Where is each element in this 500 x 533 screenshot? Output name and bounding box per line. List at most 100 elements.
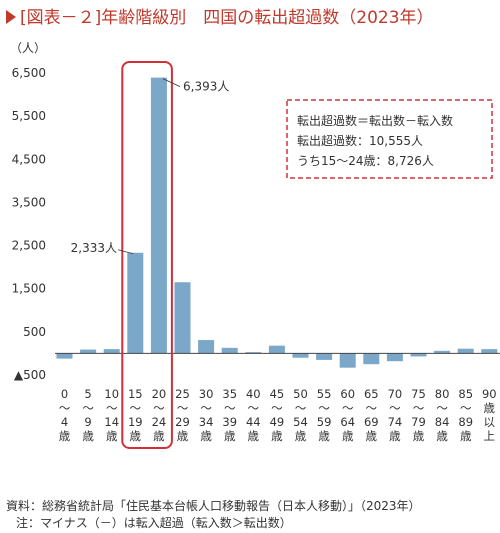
bar <box>174 282 191 354</box>
data-label: 6,393人 <box>183 80 229 94</box>
x-tick-label: 65 <box>364 387 379 401</box>
x-tick-label: 89 <box>458 415 473 429</box>
x-tick-label: 35 <box>222 387 237 401</box>
x-tick-label: 歳 <box>200 429 212 443</box>
x-tick-label: 歳 <box>130 429 142 443</box>
bar <box>150 77 167 354</box>
x-tick-label: 79 <box>411 415 426 429</box>
bar <box>245 352 262 354</box>
x-tick-label: 9 <box>84 415 91 429</box>
x-tick-label: 〜 <box>460 401 472 415</box>
bar <box>386 353 403 362</box>
x-tick-label: 歳 <box>106 429 118 443</box>
x-tick-label: 80 <box>435 387 450 401</box>
x-tick-label: 歳 <box>82 429 94 443</box>
y-axis-label: （人） <box>10 41 46 55</box>
x-tick-label: 55 <box>317 387 332 401</box>
highlight-box <box>121 61 173 449</box>
bar <box>457 348 474 354</box>
chart-title: [図表－２]年齢階級別 四国の転出超過数（2023年） <box>6 3 434 28</box>
data-label-leader <box>117 249 134 255</box>
bar <box>56 353 73 359</box>
y-tick-label: 3,500 <box>12 195 46 209</box>
x-tick-label: 〜 <box>177 401 189 415</box>
y-tick-label: 5,500 <box>12 109 46 123</box>
bar <box>434 350 451 354</box>
x-tick-label: 0 <box>61 387 68 401</box>
x-tick-label: 歳 <box>389 429 401 443</box>
x-tick-label: 歳 <box>271 429 283 443</box>
x-tick-label: 歳 <box>177 429 189 443</box>
x-tick-label: 85 <box>458 387 473 401</box>
bar <box>292 353 309 358</box>
y-tick-label: 2,500 <box>12 239 46 253</box>
x-tick-label: 〜 <box>248 401 260 415</box>
bar <box>316 353 333 360</box>
x-tick-label: 50 <box>293 387 308 401</box>
x-tick-label: 〜 <box>436 401 448 415</box>
x-tick-label: 90 <box>482 387 497 401</box>
annotation-text: 転出超過数＝転出数－転入数 <box>297 113 453 128</box>
x-tick-label: 75 <box>411 387 426 401</box>
y-tick-label: 1,500 <box>12 282 46 296</box>
x-tick-label: 74 <box>388 415 403 429</box>
x-tick-label: 69 <box>364 415 379 429</box>
x-tick-label: 25 <box>175 387 190 401</box>
bar <box>268 345 285 354</box>
x-tick-label: 44 <box>246 415 261 429</box>
x-tick-label: 〜 <box>200 401 212 415</box>
bar <box>481 349 498 354</box>
x-tick-label: 歳 <box>366 429 378 443</box>
y-tick-label: 6,500 <box>12 66 46 80</box>
x-tick-label: 60 <box>340 387 355 401</box>
x-tick-label: 34 <box>199 415 214 429</box>
bar <box>80 349 97 354</box>
bar <box>363 353 380 365</box>
x-tick-label: 歳 <box>413 429 425 443</box>
x-tick-label: 49 <box>270 415 285 429</box>
annotation-box <box>286 99 493 179</box>
x-tick-label: 40 <box>246 387 261 401</box>
x-tick-label: 24 <box>152 415 167 429</box>
x-tick-label: 歳 <box>460 429 472 443</box>
x-tick-label: 上 <box>484 429 496 443</box>
x-tick-label: 64 <box>340 415 355 429</box>
x-tick-label: 15 <box>128 387 143 401</box>
bar <box>103 349 120 354</box>
x-tick-label: 5 <box>84 387 91 401</box>
annotation-text: 転出超過数：10,555人 <box>297 133 423 148</box>
x-tick-label: 以 <box>484 415 496 429</box>
x-tick-label: 〜 <box>130 401 142 415</box>
x-tick-label: 29 <box>175 415 190 429</box>
x-tick-label: 歳 <box>59 429 71 443</box>
x-tick-label: 〜 <box>82 401 94 415</box>
x-tick-label: 〜 <box>318 401 330 415</box>
x-tick-label: 〜 <box>366 401 378 415</box>
bar <box>221 347 238 354</box>
x-tick-label: 30 <box>199 387 214 401</box>
x-tick-label: 歳 <box>295 429 307 443</box>
bar <box>410 353 427 357</box>
x-tick-label: 〜 <box>295 401 307 415</box>
x-tick-label: 4 <box>61 415 68 429</box>
y-tick-label: ▲500 <box>14 368 46 382</box>
x-tick-label: 45 <box>270 387 285 401</box>
x-tick-label: 歳 <box>342 429 354 443</box>
title-marker-icon <box>6 10 16 24</box>
x-tick-label: 〜 <box>59 401 71 415</box>
chart-title-text: [図表－２]年齢階級別 四国の転出超過数（2023年） <box>20 8 434 28</box>
note-text: 注：マイナス（－）は転入超過（転入数＞転出数） <box>16 516 292 530</box>
x-tick-label: 84 <box>435 415 450 429</box>
y-tick-label: 500 <box>23 325 46 339</box>
x-tick-label: 〜 <box>271 401 283 415</box>
x-tick-label: 〜 <box>153 401 165 415</box>
x-tick-label: 14 <box>104 415 119 429</box>
x-tick-label: 70 <box>388 387 403 401</box>
x-tick-label: 10 <box>104 387 119 401</box>
y-tick-label: 4,500 <box>12 152 46 166</box>
x-tick-label: 〜 <box>106 401 118 415</box>
chart: （人）6,5005,5004,5003,5002,5001,500500▲500… <box>10 41 500 449</box>
x-tick-label: 〜 <box>342 401 354 415</box>
x-tick-label: 〜 <box>224 401 236 415</box>
x-tick-label: 歳 <box>248 429 260 443</box>
